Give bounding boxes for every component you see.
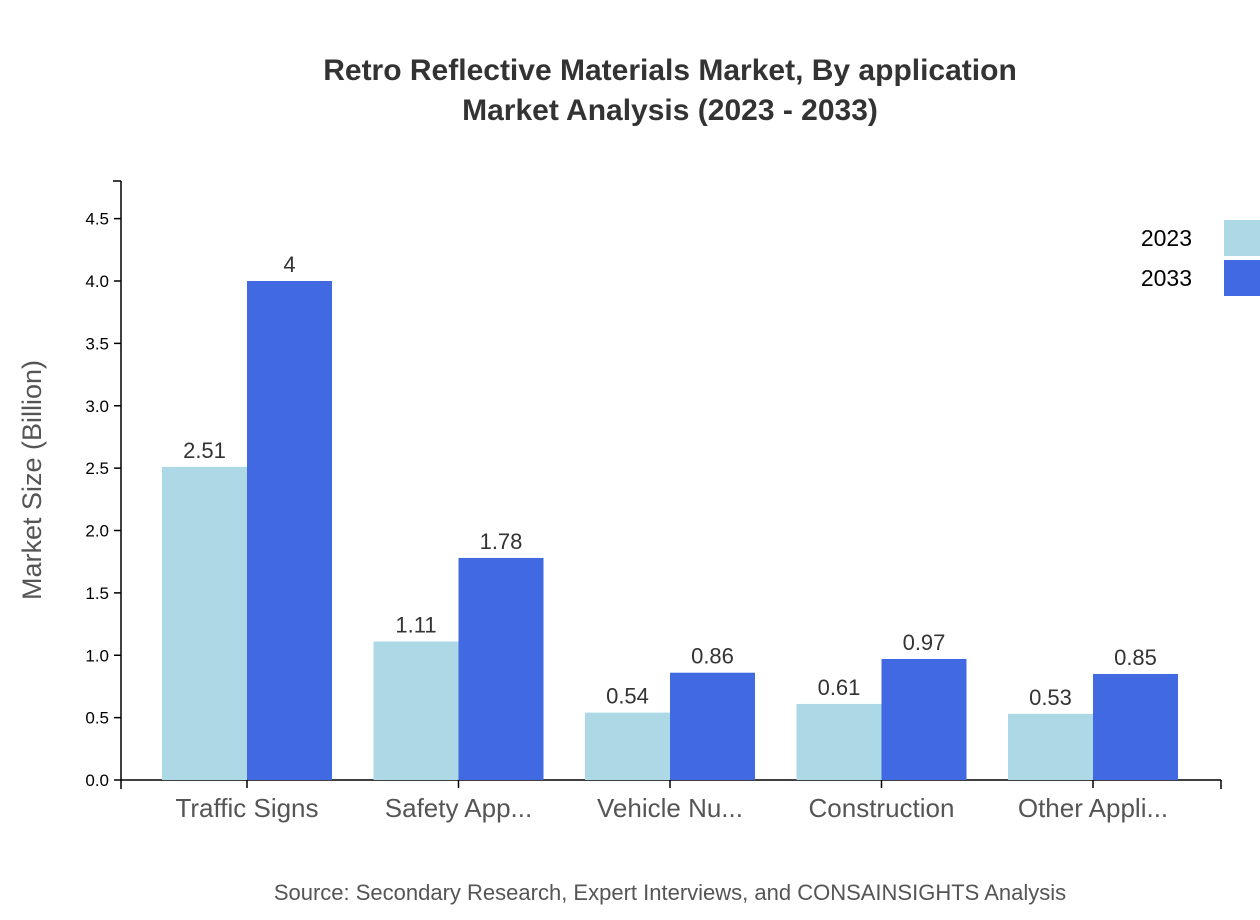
data-label: 2.51	[183, 438, 226, 463]
y-tick-label: 3.5	[85, 334, 109, 353]
legend-label: 2033	[1141, 265, 1192, 291]
y-tick-label: 1.5	[85, 584, 109, 603]
data-label: 0.97	[903, 630, 946, 655]
bar-2033	[458, 557, 544, 780]
data-label: 0.86	[691, 644, 734, 669]
data-label: 1.11	[395, 613, 436, 638]
y-axis-label: Market Size (Billion)	[17, 360, 47, 600]
source-note: Source: Secondary Research, Expert Inter…	[274, 880, 1066, 905]
y-tick-label: 2.0	[85, 522, 109, 541]
chart-title: Retro Reflective Materials Market, By ap…	[323, 54, 1017, 87]
bar-2023	[1008, 713, 1093, 780]
x-tick-label: Vehicle Nu...	[597, 793, 743, 823]
y-tick-label: 4.5	[85, 210, 109, 229]
x-tick-label: Other Appli...	[1018, 793, 1168, 823]
y-tick-label: 0.5	[85, 709, 109, 728]
bar-2033	[881, 658, 967, 780]
legend-label: 2023	[1141, 225, 1192, 251]
data-label: 0.61	[818, 675, 861, 700]
y-tick-label: 2.5	[85, 459, 109, 478]
data-label: 4	[283, 252, 295, 277]
bar-2023	[373, 641, 459, 780]
bar-2033	[247, 281, 332, 780]
y-tick-label: 4.0	[85, 272, 109, 291]
data-label: 0.85	[1114, 645, 1157, 670]
x-tick-label: Traffic Signs	[175, 793, 318, 823]
legend-swatch	[1224, 220, 1260, 256]
bar-2023	[162, 466, 247, 780]
x-tick-label: Construction	[809, 793, 955, 823]
data-label: 0.54	[606, 684, 649, 709]
x-tick-label: Safety App...	[385, 793, 532, 823]
bar-2023	[796, 703, 882, 780]
bar-2033	[670, 672, 755, 780]
y-tick-label: 1.0	[85, 646, 109, 665]
y-tick-label: 0.0	[85, 771, 109, 790]
legend-swatch	[1224, 260, 1260, 296]
bar-2033	[1093, 673, 1178, 780]
data-label: 1.78	[480, 529, 523, 554]
bar-2023	[585, 712, 670, 780]
data-label: 0.53	[1029, 685, 1072, 710]
y-tick-label: 3.0	[85, 397, 109, 416]
chart-subtitle: Market Analysis (2023 - 2033)	[462, 94, 878, 127]
